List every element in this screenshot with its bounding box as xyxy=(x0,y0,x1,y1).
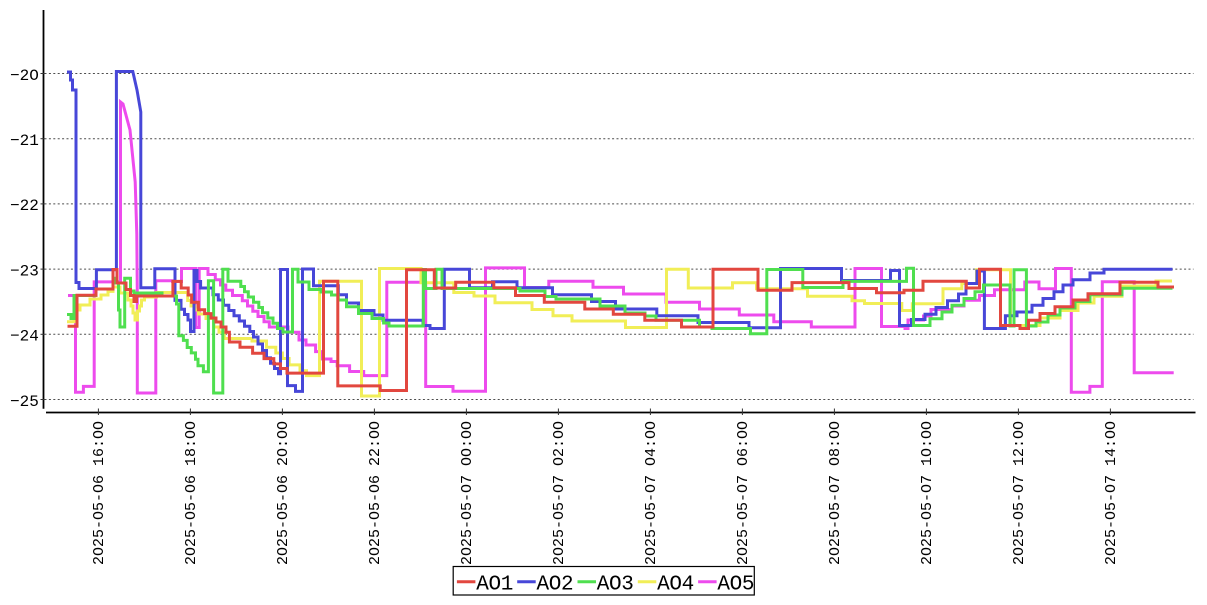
svg-text:−25: −25 xyxy=(10,393,39,411)
svg-text:2O25-O5-O7 OO:OO: 2O25-O5-O7 OO:OO xyxy=(459,421,476,565)
svg-text:2O25-O5-O6 16:OO: 2O25-O5-O6 16:OO xyxy=(91,421,108,565)
svg-text:2O25-O5-O7 12:OO: 2O25-O5-O7 12:OO xyxy=(1011,421,1028,565)
svg-text:2O25-O5-O7 O8:OO: 2O25-O5-O7 O8:OO xyxy=(827,421,844,565)
svg-text:−23: −23 xyxy=(10,262,39,280)
svg-text:AO2: AO2 xyxy=(537,574,574,597)
svg-text:2O25-O5-O7 O2:OO: 2O25-O5-O7 O2:OO xyxy=(551,421,568,565)
svg-text:2O25-O5-O7 14:OO: 2O25-O5-O7 14:OO xyxy=(1103,421,1120,565)
svg-text:2O25-O5-O7 1O:OO: 2O25-O5-O7 1O:OO xyxy=(919,421,936,565)
svg-text:2O25-O5-O7 O4:OO: 2O25-O5-O7 O4:OO xyxy=(643,421,660,565)
svg-text:2O25-O5-O7 O6:OO: 2O25-O5-O7 O6:OO xyxy=(735,421,752,565)
svg-text:−2O: −2O xyxy=(10,67,39,85)
svg-text:−24: −24 xyxy=(10,328,39,346)
svg-text:−21: −21 xyxy=(10,132,39,150)
svg-text:AO4: AO4 xyxy=(657,574,694,597)
svg-text:AO3: AO3 xyxy=(597,574,634,597)
svg-text:AO5: AO5 xyxy=(717,574,754,597)
svg-text:2O25-O5-O6 22:OO: 2O25-O5-O6 22:OO xyxy=(367,421,384,565)
svg-text:−22: −22 xyxy=(10,197,39,215)
svg-text:2O25-O5-O6 2O:OO: 2O25-O5-O6 2O:OO xyxy=(275,421,292,565)
svg-text:AO1: AO1 xyxy=(476,574,513,597)
svg-text:2O25-O5-O6 18:OO: 2O25-O5-O6 18:OO xyxy=(183,421,200,565)
